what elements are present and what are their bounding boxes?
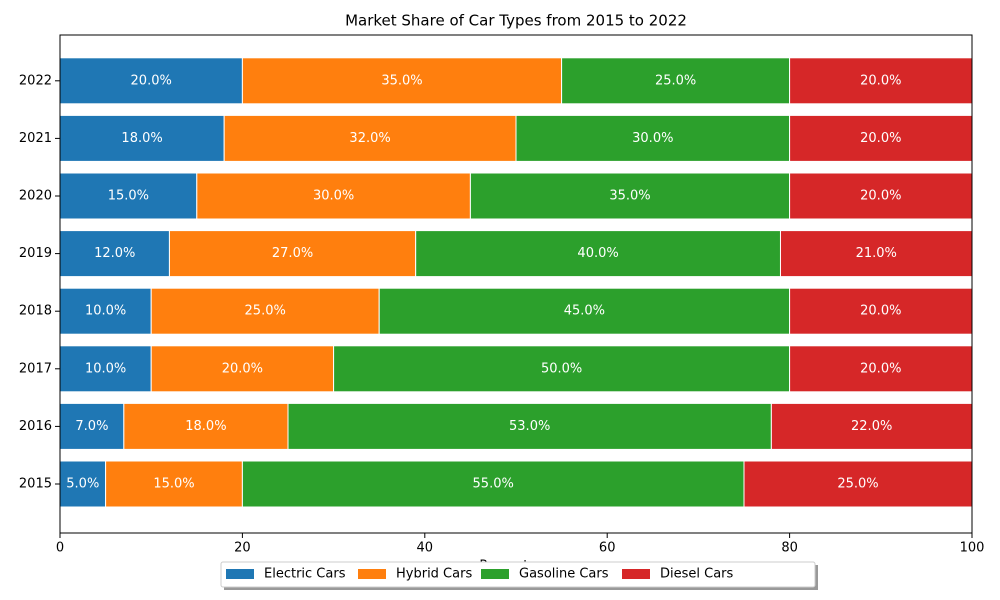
- data-label: 18.0%: [185, 419, 226, 434]
- data-label: 20.0%: [860, 73, 901, 88]
- data-label: 20.0%: [860, 304, 901, 319]
- legend-label: Hybrid Cars: [396, 567, 472, 582]
- legend-swatch: [226, 569, 254, 579]
- bar: [59, 287, 152, 335]
- bar: [150, 345, 335, 393]
- data-label: 32.0%: [349, 131, 390, 146]
- data-label: 53.0%: [509, 419, 550, 434]
- data-label: 12.0%: [94, 246, 135, 261]
- legend-label: Electric Cars: [264, 567, 346, 582]
- bar: [743, 460, 973, 508]
- data-label: 20.0%: [860, 189, 901, 204]
- bar: [561, 57, 791, 105]
- data-label: 40.0%: [577, 246, 618, 261]
- y-tick-label: 2021: [19, 131, 52, 146]
- bar: [59, 402, 125, 450]
- x-tick-label: 80: [781, 541, 798, 556]
- data-label: 35.0%: [381, 73, 422, 88]
- bar: [105, 460, 243, 508]
- bar: [469, 172, 791, 220]
- data-label: 18.0%: [121, 131, 162, 146]
- data-label: 35.0%: [609, 189, 650, 204]
- legend-swatch: [481, 569, 509, 579]
- data-label: 20.0%: [131, 73, 172, 88]
- data-label: 25.0%: [655, 73, 696, 88]
- x-tick-label: 40: [417, 541, 434, 556]
- data-label: 50.0%: [541, 361, 582, 376]
- data-label: 30.0%: [313, 189, 354, 204]
- bar: [415, 230, 781, 278]
- y-tick-label: 2016: [19, 419, 52, 434]
- bar: [287, 402, 772, 450]
- y-tick-label: 2019: [19, 246, 52, 261]
- data-label: 5.0%: [66, 477, 99, 492]
- bar: [779, 230, 973, 278]
- bar: [789, 114, 973, 162]
- plot-frame: [59, 34, 973, 534]
- data-label: 10.0%: [85, 361, 126, 376]
- bar: [59, 460, 107, 508]
- data-label: 21.0%: [856, 246, 897, 261]
- data-label: 10.0%: [85, 304, 126, 319]
- legend-swatch: [622, 569, 650, 579]
- bar: [515, 114, 791, 162]
- legend-swatch: [358, 569, 386, 579]
- y-tick-label: 2015: [19, 477, 52, 492]
- bar: [196, 172, 471, 220]
- legend-label: Diesel Cars: [660, 567, 734, 582]
- x-tick-label: 20: [234, 541, 251, 556]
- y-tick-label: 2018: [19, 304, 52, 319]
- bar: [789, 287, 973, 335]
- bar: [241, 460, 745, 508]
- x-tick-label: 0: [56, 541, 64, 556]
- x-tick-label: 60: [599, 541, 616, 556]
- data-label: 25.0%: [245, 304, 286, 319]
- bar: [59, 57, 243, 105]
- data-label: 20.0%: [860, 131, 901, 146]
- bar: [123, 402, 289, 450]
- bar: [168, 230, 417, 278]
- y-tick-label: 2017: [19, 361, 52, 376]
- data-label: 15.0%: [108, 189, 149, 204]
- bar: [150, 287, 380, 335]
- data-label: 55.0%: [473, 477, 514, 492]
- data-label: 27.0%: [272, 246, 313, 261]
- data-label: 7.0%: [75, 419, 108, 434]
- y-tick-label: 2020: [19, 189, 52, 204]
- data-label: 45.0%: [564, 304, 605, 319]
- bar: [789, 345, 973, 393]
- data-label: 30.0%: [632, 131, 673, 146]
- data-label: 20.0%: [222, 361, 263, 376]
- legend-label: Gasoline Cars: [519, 567, 609, 582]
- data-label: 22.0%: [851, 419, 892, 434]
- legend: Electric Cars Hybrid Cars Gasoline Cars Die…: [220, 561, 818, 590]
- chart-title: Market Share of Car Types from 2015 to 2…: [345, 12, 687, 30]
- bar: [59, 114, 225, 162]
- data-label: 20.0%: [860, 361, 901, 376]
- bar: [59, 172, 198, 220]
- bar: [770, 402, 973, 450]
- data-label: 25.0%: [837, 477, 878, 492]
- x-tick-label: 100: [960, 541, 985, 556]
- y-tick-label: 2022: [19, 73, 52, 88]
- data-label: 15.0%: [153, 477, 194, 492]
- legend-box: [220, 561, 816, 588]
